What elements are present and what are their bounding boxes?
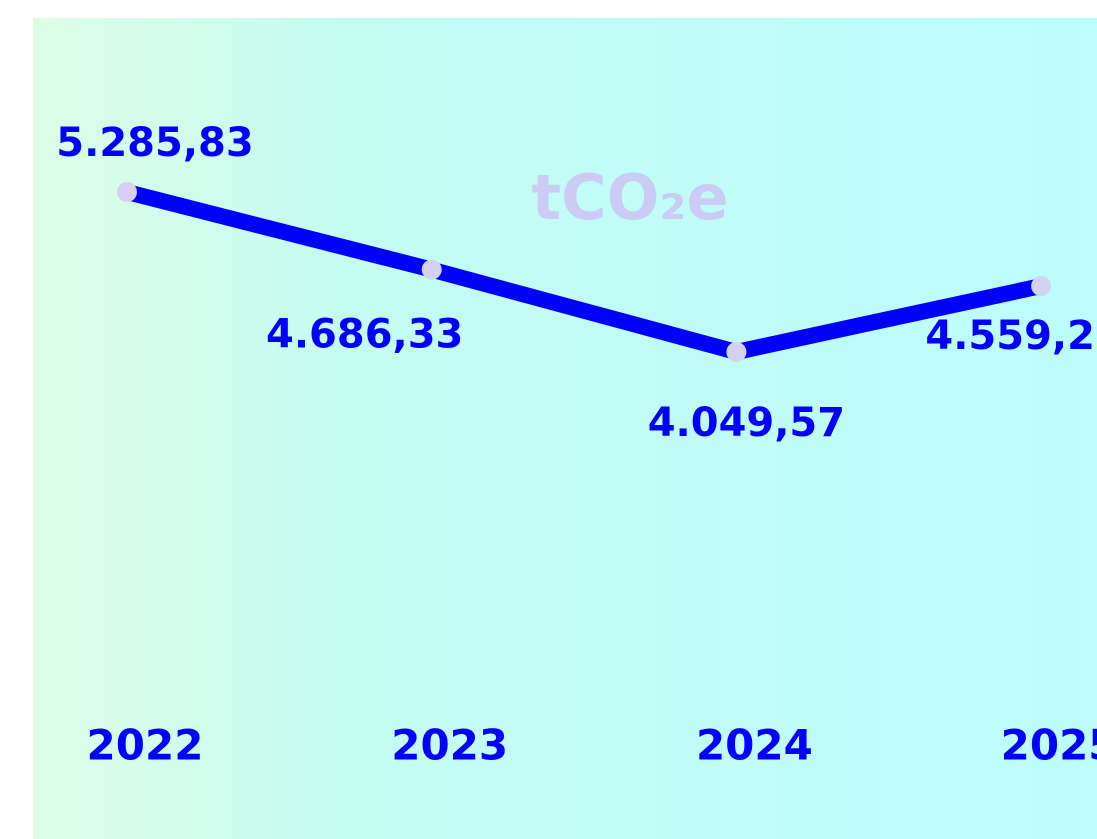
marker (726, 342, 747, 362)
marker (421, 259, 442, 280)
x-tick-label: 2023 (391, 721, 508, 770)
data-label: 4.559,25 (925, 313, 1097, 359)
chart-title: tCO₂e (531, 161, 728, 234)
data-label: 4.686,33 (266, 312, 463, 358)
marker (117, 182, 137, 202)
data-label: 4.049,57 (648, 400, 845, 446)
chart-background (33, 18, 1097, 839)
x-tick-label: 2025 (1001, 721, 1097, 770)
x-tick-label: 2024 (696, 721, 813, 770)
x-tick-label: 2022 (87, 721, 204, 770)
marker (1031, 276, 1052, 297)
line (125, 184, 1043, 360)
data-label: 5.285,83 (56, 120, 253, 166)
